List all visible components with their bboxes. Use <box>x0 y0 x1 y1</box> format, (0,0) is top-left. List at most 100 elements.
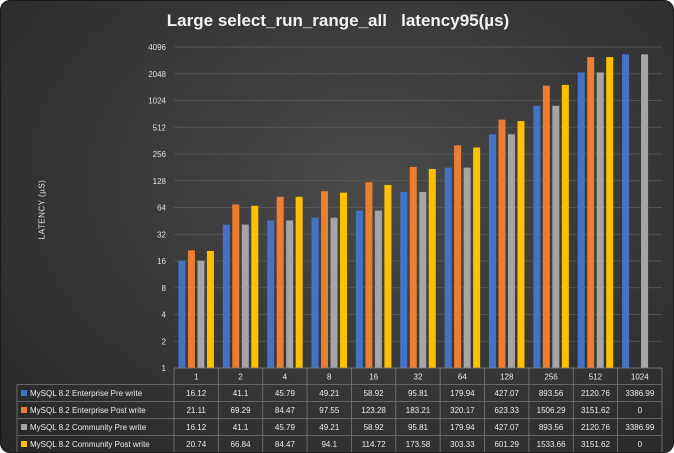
x-category-label: 1 <box>194 373 199 382</box>
x-category-label: 16 <box>369 373 378 382</box>
bar <box>409 166 417 368</box>
bar <box>552 105 560 369</box>
x-category-label: 512 <box>589 373 603 382</box>
bar <box>400 191 408 368</box>
bar <box>454 145 462 368</box>
data-cell: 114.72 <box>362 440 386 449</box>
bar <box>311 217 319 368</box>
data-cell: 0 <box>638 406 643 415</box>
y-tick-label: 8 <box>162 284 167 293</box>
data-cell: 893.56 <box>539 389 564 398</box>
bar <box>187 250 195 368</box>
x-category-label: 256 <box>544 373 558 382</box>
bar <box>330 217 338 368</box>
legend-entry: MySQL 8.2 Community Pre write <box>30 423 147 432</box>
data-cell: 16.12 <box>186 423 207 432</box>
data-cell: 45.79 <box>275 389 296 398</box>
legend-entry: MySQL 8.2 Community Post write <box>30 440 150 449</box>
data-cell: 20.74 <box>186 440 207 449</box>
bar <box>197 260 205 368</box>
y-tick-label: 32 <box>157 230 166 239</box>
bar <box>444 167 452 368</box>
data-cell: 427.07 <box>494 389 519 398</box>
data-cell: 123.28 <box>361 406 386 415</box>
data-cell: 45.79 <box>275 423 296 432</box>
data-cell: 303.33 <box>450 440 475 449</box>
y-tick-label: 2 <box>162 337 167 346</box>
bar <box>606 57 614 368</box>
data-cell: 95.81 <box>408 389 429 398</box>
data-cell: 66.84 <box>231 440 252 449</box>
bar <box>206 250 214 368</box>
x-category-label: 128 <box>500 373 514 382</box>
bar <box>340 192 348 368</box>
data-cell: 0 <box>638 440 643 449</box>
bar <box>241 224 249 368</box>
bar <box>251 205 259 368</box>
bar <box>428 168 436 368</box>
data-cell: 94.1 <box>321 440 337 449</box>
bar <box>267 220 275 368</box>
x-category-label: 1024 <box>631 373 649 382</box>
y-tick-label: 64 <box>157 204 166 213</box>
y-tick-label: 1024 <box>148 97 166 106</box>
bar <box>222 224 230 368</box>
bar <box>473 147 481 368</box>
bar <box>507 134 515 368</box>
data-cell: 601.29 <box>494 440 519 449</box>
data-cell: 179.94 <box>450 423 475 432</box>
data-cell: 173.58 <box>406 440 431 449</box>
data-cell: 41.1 <box>233 389 249 398</box>
y-tick-label: 256 <box>153 150 167 159</box>
y-tick-label: 128 <box>153 177 167 186</box>
bar <box>596 72 604 369</box>
data-cell: 21.11 <box>186 406 206 415</box>
y-tick-label: 512 <box>153 123 167 132</box>
y-tick-label: 2048 <box>148 70 166 79</box>
bar <box>374 210 382 368</box>
x-category-label: 32 <box>414 373 423 382</box>
x-category-label: 2 <box>238 373 243 382</box>
bar <box>622 54 630 368</box>
bar <box>641 54 649 368</box>
bar <box>276 196 284 368</box>
x-category-label: 4 <box>283 373 288 382</box>
y-tick-label: 4096 <box>148 43 166 52</box>
data-cell: 58.92 <box>364 423 385 432</box>
data-cell: 2120.76 <box>581 389 610 398</box>
bar <box>498 119 506 368</box>
data-cell: 41.1 <box>233 423 249 432</box>
data-cell: 3386.99 <box>625 423 654 432</box>
bar <box>286 220 294 368</box>
data-cell: 1533.66 <box>537 440 566 449</box>
data-cell: 16.12 <box>186 389 207 398</box>
bar <box>463 167 471 368</box>
legend-swatch <box>21 390 27 396</box>
bar <box>561 84 569 369</box>
legend-swatch <box>21 441 27 447</box>
bar <box>488 134 496 368</box>
data-cell: 183.21 <box>406 406 431 415</box>
bar <box>232 204 240 368</box>
data-cell: 95.81 <box>408 423 429 432</box>
data-cell: 3386.99 <box>625 389 654 398</box>
chart-title: Large select_run_range_all latency95(µs) <box>166 11 510 30</box>
bar <box>587 57 595 368</box>
x-category-label: 64 <box>458 373 467 382</box>
bar <box>355 210 363 368</box>
legend-entry: MySQL 8.2 Enterprise Pre write <box>30 389 143 398</box>
x-category-label: 8 <box>327 373 332 382</box>
bar <box>365 182 373 368</box>
y-tick-label: 4 <box>162 311 167 320</box>
legend-swatch <box>21 407 27 413</box>
bar <box>295 196 303 368</box>
data-cell: 58.92 <box>364 389 385 398</box>
data-cell: 49.21 <box>319 389 340 398</box>
bar <box>542 85 550 369</box>
data-cell: 84.47 <box>275 440 296 449</box>
bar <box>419 191 427 368</box>
data-cell: 1506.29 <box>537 406 566 415</box>
bar <box>517 121 525 368</box>
data-cell: 69.29 <box>231 406 252 415</box>
